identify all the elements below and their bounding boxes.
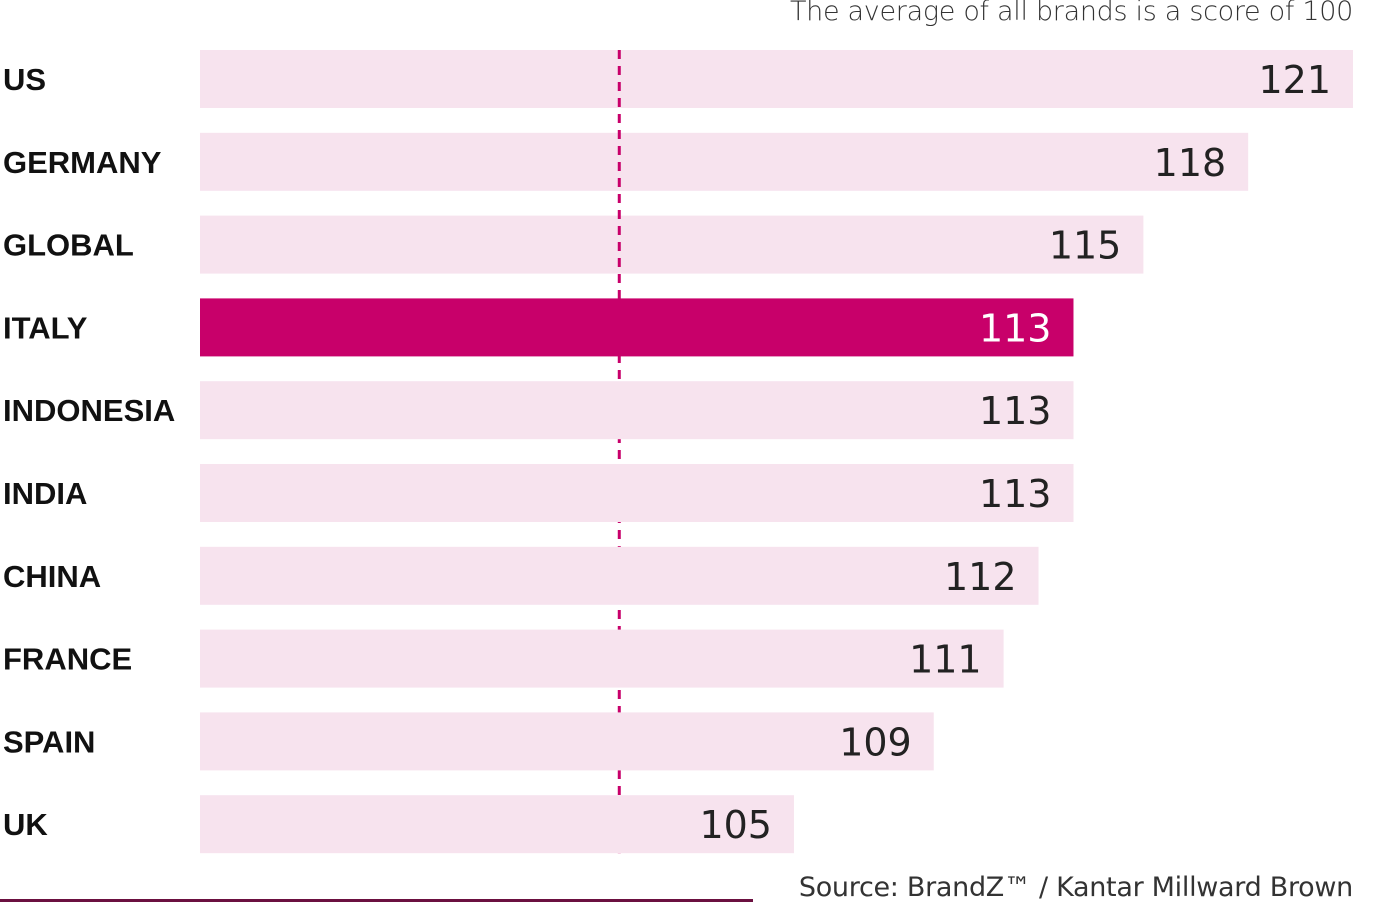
category-label: US	[3, 62, 46, 97]
value-label: 121	[1258, 58, 1331, 102]
source-note: Source: BrandZ™ / Kantar Millward Brown	[798, 872, 1353, 903]
category-label: ITALY	[3, 310, 88, 345]
bar-spain	[200, 712, 934, 771]
value-label: 118	[1154, 141, 1227, 185]
category-label: SPAIN	[3, 724, 95, 759]
value-label: 105	[699, 803, 772, 847]
bar-indonesia	[200, 381, 1074, 440]
bar-france	[200, 629, 1004, 688]
bar-germany	[200, 132, 1249, 191]
bar-india	[200, 464, 1074, 522]
bars	[200, 50, 1353, 854]
category-label: INDONESIA	[3, 393, 175, 428]
bar-china	[200, 546, 1039, 605]
chart-note: The average of all brands is a score of …	[789, 0, 1353, 27]
value-label: 113	[979, 389, 1052, 433]
category-label: FRANCE	[3, 642, 132, 677]
bar-us	[200, 50, 1353, 108]
category-label: CHINA	[3, 559, 101, 594]
category-label: UK	[3, 807, 48, 842]
bar-global	[200, 215, 1144, 274]
category-label: GERMANY	[3, 145, 162, 180]
value-label: 113	[979, 306, 1052, 350]
category-label: GLOBAL	[3, 228, 134, 263]
value-label: 115	[1049, 224, 1122, 268]
category-label: INDIA	[3, 476, 87, 511]
value-label: 113	[979, 472, 1052, 516]
value-label: 109	[839, 720, 912, 764]
bar-italy	[200, 298, 1074, 357]
value-label: 112	[944, 555, 1017, 599]
footer-rule	[0, 899, 753, 902]
bar-uk	[200, 795, 794, 854]
value-label: 111	[909, 638, 982, 682]
